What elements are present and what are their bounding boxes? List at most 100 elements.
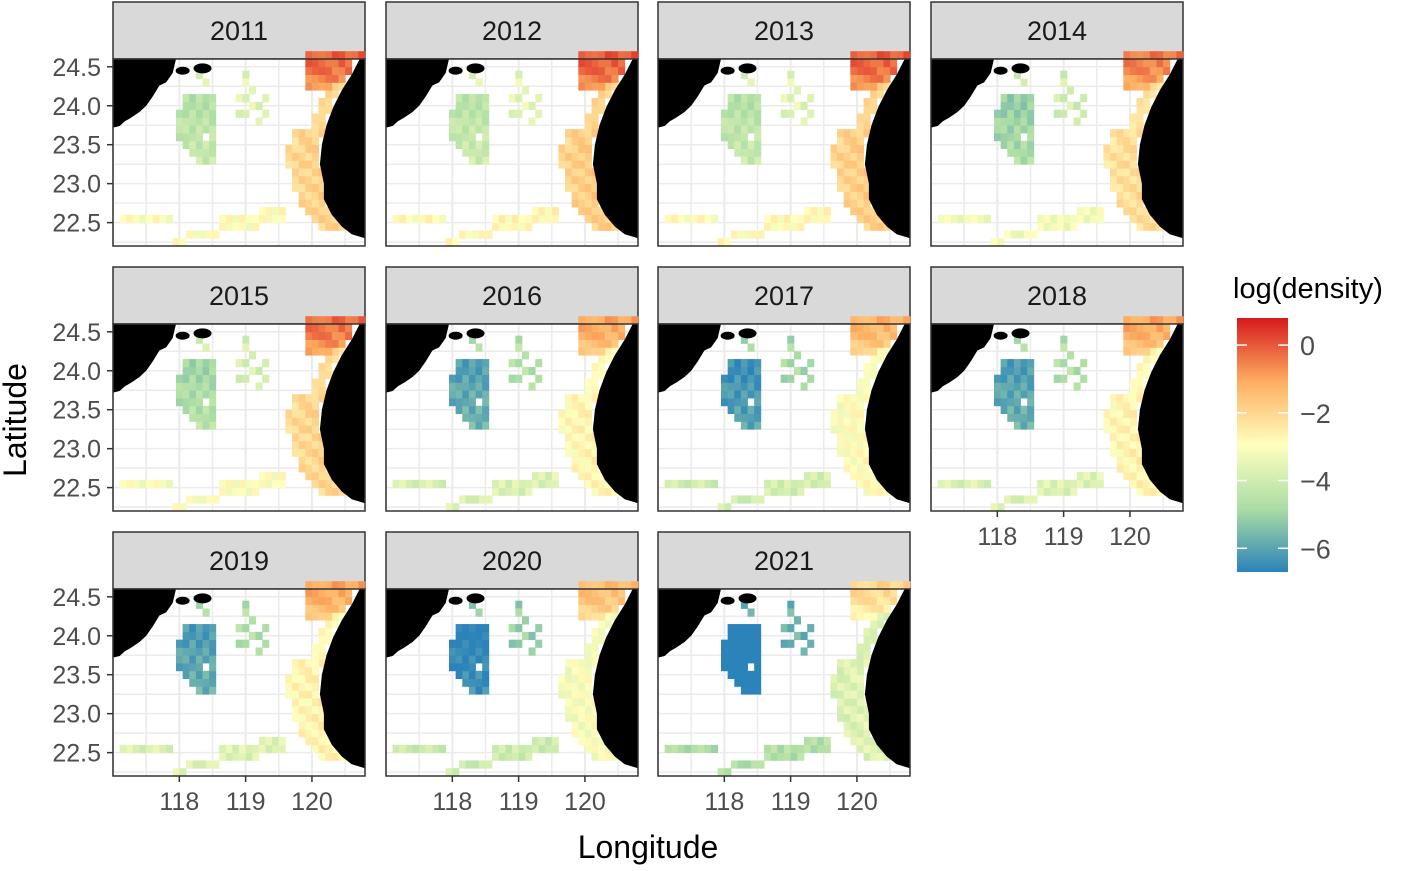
density-cell — [1043, 222, 1051, 231]
density-cell — [856, 666, 864, 676]
density-cell — [856, 456, 864, 465]
density-cell — [611, 74, 619, 83]
density-cell — [740, 421, 748, 430]
density-cell — [1123, 347, 1131, 356]
density-cell — [611, 604, 619, 613]
density-cell — [475, 374, 483, 383]
density-cell — [262, 94, 270, 103]
density-cell — [278, 737, 286, 746]
density-cell — [358, 51, 366, 60]
density-cell — [578, 347, 586, 356]
density-cell — [578, 737, 586, 746]
density-cell — [565, 417, 573, 426]
density-cell — [780, 624, 788, 633]
density-cell — [604, 324, 612, 333]
density-cell — [784, 752, 792, 761]
density-cell — [298, 401, 306, 411]
y-tick-label: 24.0 — [52, 93, 101, 121]
density-cell — [883, 51, 891, 60]
density-cell — [209, 133, 217, 142]
density-cell — [856, 214, 864, 224]
density-cell — [305, 666, 313, 676]
density-cell — [468, 359, 476, 368]
density-cell — [305, 331, 313, 340]
density-cell — [618, 331, 626, 340]
density-cell — [1143, 105, 1151, 114]
density-cell — [475, 686, 483, 695]
density-cell — [318, 643, 326, 652]
density-cell — [740, 156, 748, 165]
density-cell — [591, 207, 599, 216]
density-cell — [591, 59, 599, 68]
facet-strip — [385, 531, 639, 590]
density-cell — [235, 109, 243, 118]
density-cell — [1156, 487, 1164, 496]
density-cell — [468, 94, 476, 103]
density-cell — [571, 729, 579, 738]
density-cell — [455, 133, 463, 142]
density-cell — [318, 74, 326, 83]
density-cell — [305, 347, 313, 356]
density-cell — [325, 589, 333, 598]
density-cell — [883, 222, 891, 231]
y-tick-label: 24.0 — [52, 623, 101, 651]
density-cell — [863, 737, 871, 746]
density-cell — [764, 487, 772, 496]
density-cell — [578, 191, 586, 200]
density-cell — [591, 643, 599, 652]
taiwan-coast — [864, 324, 910, 504]
density-cell — [292, 160, 300, 169]
density-cell — [584, 82, 592, 91]
density-cell — [870, 222, 878, 231]
density-cell — [232, 214, 240, 224]
density-cell — [591, 729, 599, 738]
density-cell — [598, 90, 606, 99]
density-cell — [740, 686, 748, 695]
density-cell — [468, 647, 476, 656]
density-cell — [1083, 479, 1091, 489]
density-cell — [1149, 347, 1157, 356]
density-cell — [843, 152, 851, 161]
density-cell — [1123, 51, 1131, 60]
density-cell — [764, 744, 772, 754]
density-cell — [631, 581, 639, 590]
axis-tick-labels: 22.523.023.524.024.522.523.023.524.024.5… — [52, 54, 1150, 816]
density-cell — [604, 222, 612, 231]
density-cell — [248, 351, 256, 360]
density-cell — [787, 359, 795, 368]
density-cell — [578, 448, 586, 457]
density-cell — [830, 144, 838, 153]
density-cell — [1123, 464, 1131, 473]
density-cell — [1143, 487, 1151, 496]
density-cell — [195, 109, 203, 118]
density-cell — [189, 631, 197, 641]
density-cell — [1129, 417, 1137, 426]
density-cell — [578, 682, 586, 691]
density-cell — [800, 117, 808, 126]
density-cell — [863, 589, 871, 598]
density-cell — [565, 659, 573, 668]
density-cell — [578, 433, 586, 442]
density-cell — [1027, 382, 1035, 391]
density-cell — [1020, 366, 1028, 376]
density-cell — [1129, 160, 1137, 169]
density-cell — [462, 655, 470, 664]
density-cell — [850, 433, 858, 442]
density-cell — [1020, 94, 1028, 103]
density-cell — [1096, 207, 1104, 216]
panel-border — [385, 588, 639, 777]
density-cell — [515, 359, 523, 368]
density-cell — [318, 66, 326, 75]
density-cell — [727, 390, 735, 399]
density-cell — [817, 744, 825, 754]
density-cell — [837, 409, 845, 418]
density-cell — [325, 66, 333, 75]
density-cell — [182, 359, 190, 368]
density-cell — [482, 94, 490, 103]
density-cell — [1129, 144, 1137, 153]
density-cell — [311, 721, 319, 730]
density-cell — [856, 339, 864, 348]
density-cell — [195, 405, 203, 415]
density-cell — [584, 651, 592, 660]
density-cell — [1000, 109, 1008, 118]
